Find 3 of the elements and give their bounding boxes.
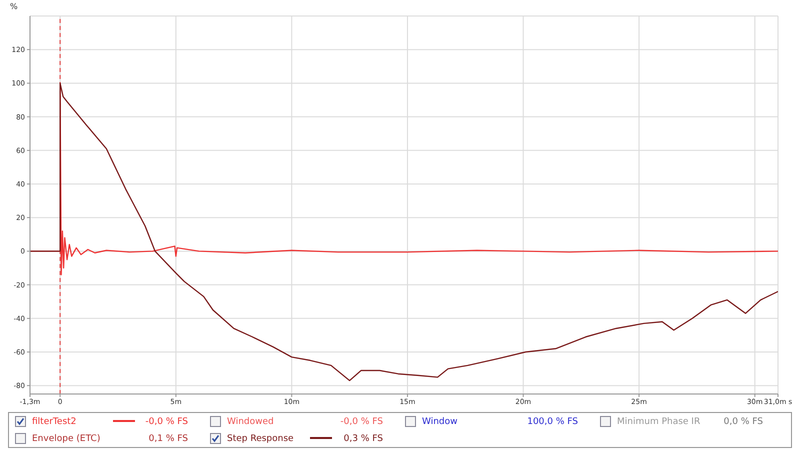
- y-axis-title: %: [10, 2, 18, 11]
- legend-panel: filterTest2 -0,0 % FS Windowed -0,0 % FS Window 100,0 % FS Minimum Phase IR 0,0 % FS Envelope (ETC) 0,1 % FS Step Response 0,3 % FS: [8, 412, 792, 448]
- line-series: [30, 82, 778, 382]
